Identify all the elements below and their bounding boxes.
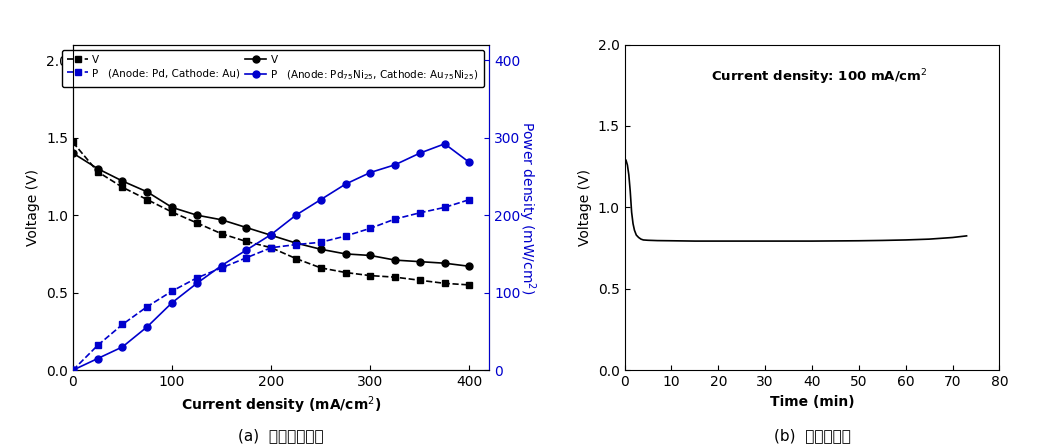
X-axis label: Current density (mA/cm$^2$): Current density (mA/cm$^2$) xyxy=(181,395,381,416)
Text: (b)  성능저하율: (b) 성능저하율 xyxy=(773,428,850,443)
X-axis label: Time (min): Time (min) xyxy=(769,395,855,409)
Text: (a)  최대동력밀도: (a) 최대동력밀도 xyxy=(238,428,324,443)
Y-axis label: Voltage (V): Voltage (V) xyxy=(578,169,592,246)
Legend: V, P   (Anode: Pd, Cathode: Au), V, P   (Anode: Pd$_{75}$Ni$_{25}$, Cathode: Au$: V, P (Anode: Pd, Cathode: Au), V, P (Ano… xyxy=(62,50,484,87)
Y-axis label: Voltage (V): Voltage (V) xyxy=(26,169,41,246)
Y-axis label: Power density (mW/cm$^2$): Power density (mW/cm$^2$) xyxy=(515,120,537,294)
Text: Current density: 100 mA/cm$^2$: Current density: 100 mA/cm$^2$ xyxy=(711,67,928,87)
